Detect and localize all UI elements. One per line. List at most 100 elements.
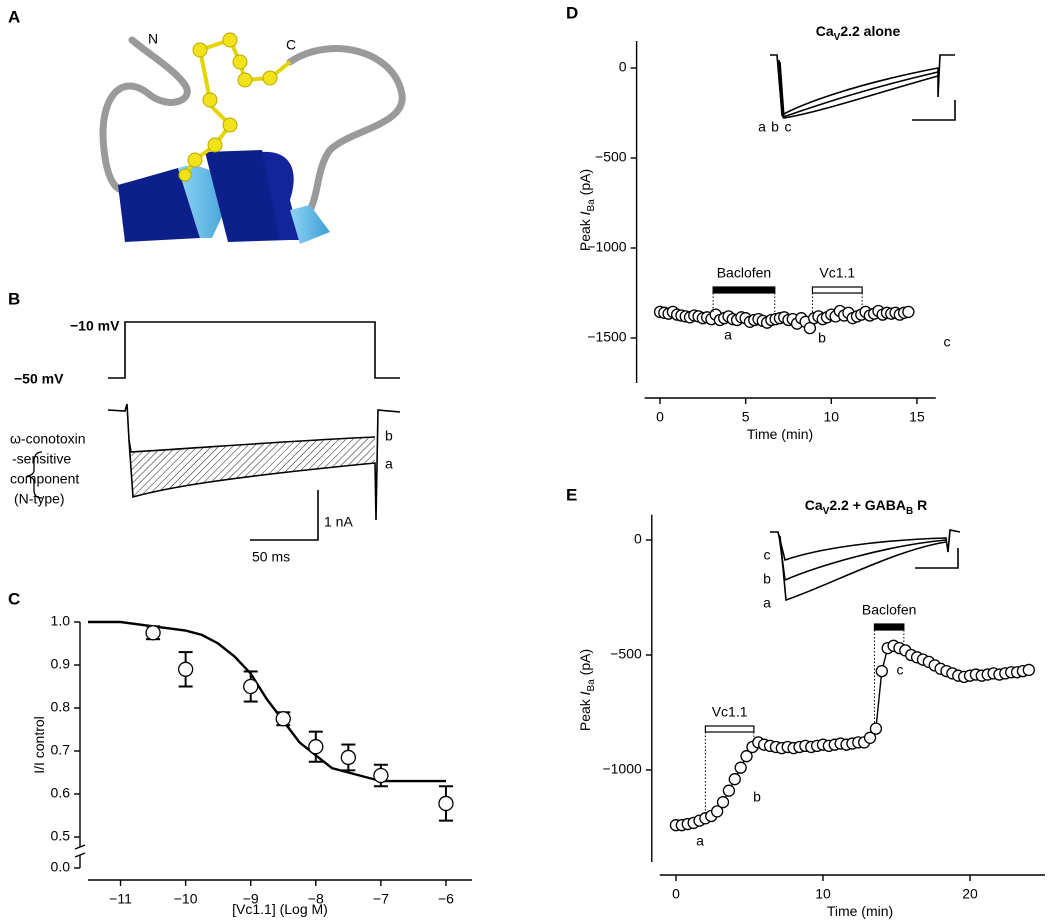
treatment-label: Vc1.1 bbox=[819, 265, 855, 281]
treatment-label: Vc1.1 bbox=[712, 704, 748, 720]
inset-label: c bbox=[785, 119, 792, 135]
point bbox=[710, 805, 724, 818]
point bbox=[308, 739, 324, 755]
x-axis-label-part: Time (min) bbox=[747, 426, 813, 442]
chart-title-part: R bbox=[913, 497, 927, 513]
inset-label: b bbox=[771, 119, 779, 135]
point bbox=[902, 305, 915, 319]
panel-letter: D bbox=[566, 3, 578, 22]
y-tick-label: 0 bbox=[619, 59, 627, 75]
scale-bar bbox=[912, 100, 956, 121]
x-axis-label: Time (min) bbox=[747, 426, 813, 442]
inset-trace bbox=[779, 61, 939, 119]
panel-b: B −10 mV −50 mV b a ω-conotoxin -sensiti… bbox=[8, 289, 401, 565]
y-tick-label: 0.6 bbox=[51, 785, 71, 801]
current-trace bbox=[128, 409, 401, 521]
chart-title-part: 2.2 + GABA bbox=[829, 497, 906, 513]
component-label: ω-conotoxin bbox=[10, 431, 86, 447]
point-label: c bbox=[897, 662, 904, 678]
inset-trace bbox=[770, 54, 955, 117]
y-axis-label: I/I control bbox=[31, 716, 47, 774]
point-label: a bbox=[696, 833, 704, 849]
x-tick-label: −8 bbox=[308, 891, 324, 907]
treatment-bar bbox=[704, 725, 755, 733]
point bbox=[145, 625, 161, 641]
chart-title-part: Ca bbox=[816, 23, 834, 39]
point-label: a bbox=[724, 327, 732, 343]
y-tick-label: −500 bbox=[610, 646, 642, 662]
scale-label: 50 ms bbox=[252, 549, 290, 565]
helix bbox=[118, 168, 200, 242]
inset-trace bbox=[779, 535, 947, 602]
point-label: c bbox=[944, 334, 951, 350]
fit-curve bbox=[88, 620, 446, 783]
point bbox=[734, 761, 747, 774]
point-label: b bbox=[818, 330, 826, 346]
y-tick-label: 0.0 bbox=[51, 859, 71, 875]
y-tick-label: 1.0 bbox=[51, 613, 71, 629]
panel-a: A N C bbox=[8, 7, 406, 244]
trace-label: a bbox=[385, 456, 393, 472]
chart-title-part: 2.2 alone bbox=[840, 23, 900, 39]
point bbox=[177, 661, 194, 677]
point bbox=[722, 784, 736, 797]
point bbox=[438, 795, 454, 812]
scale-label: 1 nA bbox=[324, 514, 353, 530]
voltage-label: −10 mV bbox=[70, 318, 120, 334]
y-tick-label: −500 bbox=[595, 149, 627, 165]
hatched-component bbox=[131, 437, 375, 497]
y-axis-label-part: (pA) bbox=[577, 169, 593, 199]
inset-d bbox=[770, 54, 956, 121]
point bbox=[869, 722, 883, 735]
y-tick-label: −1500 bbox=[587, 329, 627, 345]
y-tick-label: 0.5 bbox=[51, 828, 71, 844]
x-tick-label: −11 bbox=[109, 891, 132, 907]
y-axis-label-part: Ba bbox=[586, 199, 597, 212]
y-axis-label-part: (pA) bbox=[577, 649, 593, 679]
x-tick-label: −10 bbox=[174, 891, 198, 907]
voltage-step bbox=[108, 321, 400, 379]
y-tick-label: 0.9 bbox=[51, 656, 71, 672]
x-axis-label: [Vc1.1] (Log M) bbox=[232, 901, 328, 917]
voltage-label: −50 mV bbox=[14, 371, 64, 387]
y-tick-label: 0.8 bbox=[51, 699, 71, 715]
point bbox=[728, 773, 741, 786]
n-terminus: N bbox=[148, 31, 158, 47]
inset-label: b bbox=[763, 571, 771, 587]
y-tick-label: −1000 bbox=[587, 239, 627, 255]
inset-label: a bbox=[758, 119, 766, 135]
y-axis-label-part: I/I control bbox=[31, 716, 47, 774]
chart-title-part: V bbox=[834, 32, 841, 43]
point bbox=[716, 796, 730, 809]
component-label: (N-type) bbox=[14, 491, 65, 507]
y-tick-label: −1000 bbox=[602, 761, 642, 777]
axis-break bbox=[74, 852, 86, 858]
chart-title-part: B bbox=[906, 506, 913, 517]
helix bbox=[290, 205, 330, 244]
panel-letter: A bbox=[8, 7, 20, 26]
x-tick-label: 5 bbox=[742, 409, 750, 425]
y-axis-label-part: I bbox=[577, 691, 593, 695]
x-tick-label: −6 bbox=[438, 891, 454, 907]
x-tick-label: 0 bbox=[672, 886, 680, 902]
backbone bbox=[99, 36, 191, 195]
chart-title: CaV2.2 alone bbox=[816, 23, 901, 43]
panel-letter: B bbox=[8, 289, 20, 308]
scale-bar bbox=[915, 548, 959, 569]
panel-letter: E bbox=[566, 485, 577, 504]
x-tick-label: −7 bbox=[373, 891, 389, 907]
y-tick-label: 0 bbox=[634, 531, 642, 547]
component-label: component bbox=[10, 471, 79, 487]
y-axis-label: Peak IBa (pA) bbox=[577, 649, 597, 731]
x-axis-label-part: Time (min) bbox=[827, 903, 893, 919]
inset-trace bbox=[778, 534, 947, 582]
axis-break bbox=[74, 844, 86, 850]
y-tick-label: 0.7 bbox=[51, 742, 71, 758]
chart-title: CaV2.2 + GABAB R bbox=[805, 497, 927, 517]
inset-trace bbox=[770, 529, 961, 562]
point-label: b bbox=[753, 789, 761, 805]
backbone bbox=[286, 45, 406, 222]
point bbox=[275, 711, 291, 727]
y-axis-label: Peak IBa (pA) bbox=[577, 169, 597, 251]
treatment-bar bbox=[811, 286, 863, 294]
